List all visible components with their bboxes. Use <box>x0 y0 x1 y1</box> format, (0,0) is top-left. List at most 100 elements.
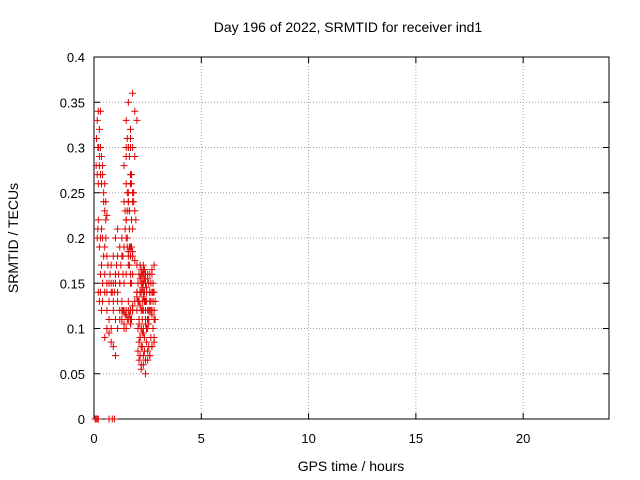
data-point <box>144 275 152 283</box>
data-point <box>126 171 134 179</box>
axis-ticks: 0 0.05 0.1 0.15 0.2 0.25 0.3 0.35 0.4 0 5 10 15 20 <box>60 50 609 446</box>
data-point <box>96 171 104 179</box>
data-point <box>101 288 109 296</box>
data-point <box>135 338 143 346</box>
data-point <box>117 261 125 269</box>
data-point <box>142 297 149 305</box>
data-point <box>114 325 122 332</box>
data-point <box>144 315 152 323</box>
data-point <box>128 216 136 224</box>
data-point <box>129 198 137 206</box>
data-point <box>138 343 146 351</box>
data-point <box>120 279 128 287</box>
data-point <box>124 297 132 305</box>
data-point <box>135 297 143 305</box>
data-point <box>123 134 131 142</box>
data-point <box>126 252 134 260</box>
data-point <box>105 297 113 305</box>
x-tick-label: 20 <box>516 431 530 446</box>
data-point <box>125 261 133 269</box>
data-point <box>98 225 106 233</box>
data-point <box>140 334 148 342</box>
data-point <box>103 211 111 219</box>
data-point <box>101 334 109 342</box>
y-tick-label: 0.35 <box>60 95 85 110</box>
data-point <box>111 234 119 242</box>
data-point <box>150 261 158 269</box>
data-point <box>122 325 130 332</box>
data-point <box>122 116 130 124</box>
data-point <box>96 144 104 151</box>
data-point <box>99 297 107 305</box>
data-point <box>142 279 149 287</box>
data-point <box>98 153 106 161</box>
chart-title: Day 196 of 2022, SRMTID for receiver ind… <box>214 19 483 35</box>
data-point <box>94 216 102 224</box>
data-point <box>131 257 139 265</box>
data-point <box>125 207 133 215</box>
data-point <box>139 329 147 337</box>
data-point <box>105 329 113 337</box>
data-point <box>107 288 115 296</box>
x-tick-label: 15 <box>409 431 423 446</box>
gridlines <box>94 57 609 419</box>
data-point <box>107 338 115 346</box>
y-tick-label: 0.4 <box>67 50 85 65</box>
data-point <box>129 248 137 256</box>
data-point <box>102 216 110 224</box>
plot-frame <box>93 56 610 420</box>
data-point <box>128 180 136 188</box>
data-point <box>94 107 102 115</box>
data-point <box>139 293 147 301</box>
y-axis-label: SRMTID / TECUs <box>5 183 21 293</box>
data-point <box>95 125 103 133</box>
data-point <box>98 261 106 269</box>
data-point <box>129 225 137 233</box>
data-point <box>124 98 132 106</box>
data-point <box>102 234 110 242</box>
data-point <box>126 125 134 133</box>
data-point <box>109 306 117 314</box>
y-tick-label: 0 <box>78 412 85 427</box>
data-point <box>151 315 159 323</box>
data-point <box>144 347 152 355</box>
x-tick-label: 5 <box>198 431 205 446</box>
data-point <box>143 284 151 292</box>
data-point <box>109 279 117 287</box>
data-point <box>120 320 128 328</box>
data-point <box>94 415 102 423</box>
data-point <box>93 116 101 124</box>
data-point <box>93 134 101 142</box>
data-point <box>111 352 119 360</box>
data-point <box>110 415 118 423</box>
data-point <box>146 306 154 314</box>
data-point <box>135 356 143 364</box>
data-point <box>103 306 111 314</box>
data-point <box>126 144 134 151</box>
data-point <box>130 189 138 197</box>
data-point <box>138 306 146 314</box>
data-point <box>128 279 136 287</box>
data-point <box>120 162 128 170</box>
x-axis-label: GPS time / hours <box>298 458 405 474</box>
data-point <box>126 320 134 328</box>
data-point <box>143 338 151 346</box>
data-point <box>131 107 139 115</box>
data-point <box>125 153 133 161</box>
data-point <box>128 315 136 323</box>
data-point <box>101 180 109 188</box>
data-point <box>142 370 149 378</box>
data-point <box>133 293 141 301</box>
data-point <box>114 297 122 305</box>
data-point <box>129 89 137 97</box>
data-point <box>123 234 131 242</box>
y-tick-label: 0.15 <box>60 276 85 291</box>
data-point <box>148 311 156 319</box>
data-point <box>103 279 111 287</box>
data-point <box>126 270 134 278</box>
data-point <box>100 189 108 197</box>
data-point <box>103 252 111 260</box>
data-point <box>133 261 141 269</box>
data-point <box>135 320 143 328</box>
data-point <box>137 288 145 296</box>
